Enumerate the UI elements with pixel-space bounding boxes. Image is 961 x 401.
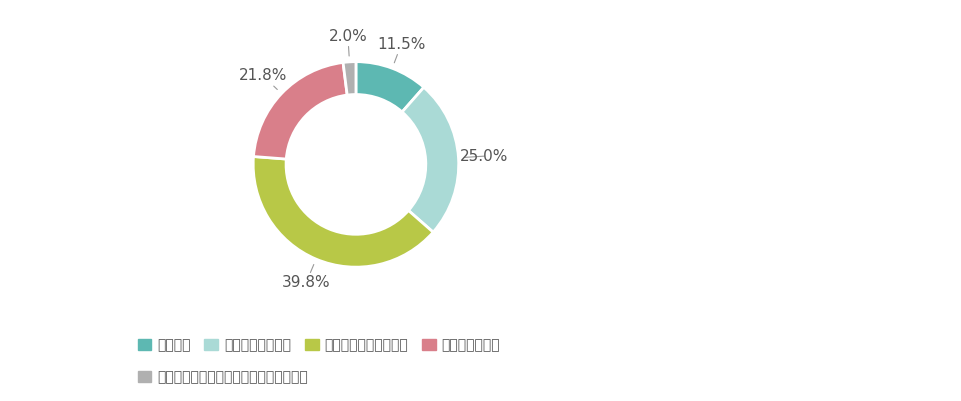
Wedge shape [253,156,432,267]
Legend: 今後の生き方について考えたことがない: 今後の生き方について考えたことがない [132,365,313,390]
Text: 21.8%: 21.8% [238,68,286,89]
Text: 25.0%: 25.0% [459,149,507,164]
Legend: 変わった, ある程度変わった, あまり変わっていない, 変わっていない: 変わった, ある程度変わった, あまり変わっていない, 変わっていない [132,333,505,358]
Text: 2.0%: 2.0% [328,29,367,56]
Wedge shape [402,87,458,232]
Wedge shape [356,62,424,112]
Text: 39.8%: 39.8% [282,265,330,290]
Wedge shape [254,63,347,159]
Wedge shape [343,62,356,95]
Text: 11.5%: 11.5% [377,37,425,63]
